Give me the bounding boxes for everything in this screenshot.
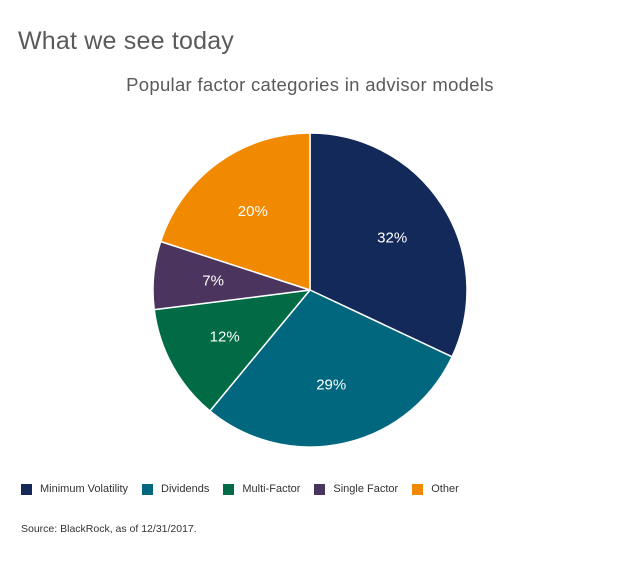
legend-item-multi-factor: Multi-Factor (223, 483, 300, 495)
legend-label: Other (431, 483, 459, 495)
legend-swatch (223, 483, 235, 495)
slice-label-minimum-volatility: 32% (377, 229, 407, 246)
legend-label: Single Factor (333, 483, 399, 495)
source-note: Source: BlackRock, as of 12/31/2017. (21, 523, 197, 535)
legend-item-other: Other (412, 483, 459, 495)
slice-label-dividends: 29% (316, 376, 346, 393)
pie-slices (152, 132, 468, 448)
chart-legend: Minimum Volatility Dividends Multi-Factor S… (21, 483, 473, 495)
legend-item-single-factor: Single Factor (314, 483, 398, 495)
legend-swatch (142, 483, 154, 495)
legend-swatch (21, 483, 32, 495)
slice-label-single-factor: 7% (202, 272, 224, 289)
slice-label-multi-factor: 12% (210, 328, 240, 345)
pie-slice-labels: 32% 29% 12% 7% 20% (202, 203, 407, 394)
slice-label-other: 20% (238, 203, 268, 220)
legend-label: Multi-Factor (242, 483, 301, 495)
chart-title: Popular factor categories in advisor mod… (126, 74, 494, 95)
legend-item-dividends: Dividends (142, 483, 209, 495)
pie-slice-other (159, 132, 311, 291)
legend-label: Dividends (161, 483, 210, 495)
pie-slice-dividends (209, 289, 453, 448)
pie-slice-minimum-volatility (309, 132, 468, 358)
legend-swatch (314, 483, 326, 495)
pie-chart: 32% 29% 12% 7% 20% (152, 132, 468, 448)
pie-slice-multi-factor (153, 289, 311, 412)
page-title: What we see today (18, 27, 235, 55)
legend-label: Minimum Volatility (40, 483, 129, 495)
legend-item-minimum-volatility: Minimum Volatility (21, 483, 128, 495)
legend-swatch (412, 483, 424, 495)
